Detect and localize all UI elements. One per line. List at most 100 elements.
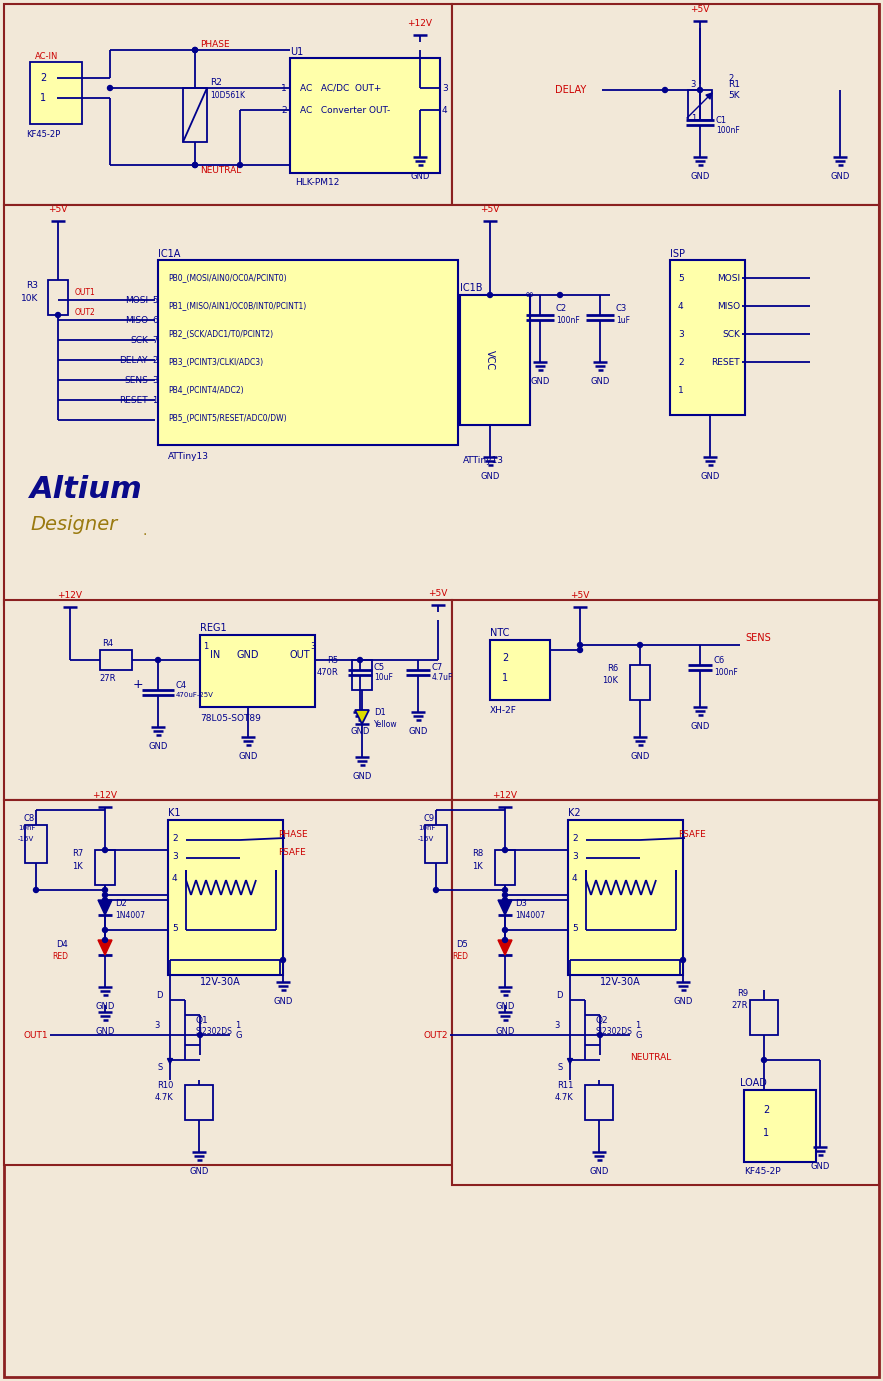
Text: +12V: +12V (57, 591, 82, 599)
Text: -16V: -16V (18, 836, 34, 842)
Text: PB1_(MISO/AIN1/OC0B/INT0/PCINT1): PB1_(MISO/AIN1/OC0B/INT0/PCINT1) (168, 301, 306, 311)
Text: IN: IN (210, 650, 220, 660)
Circle shape (681, 957, 685, 963)
Text: D: D (556, 990, 563, 1000)
Text: GND: GND (531, 377, 550, 387)
Text: 27R: 27R (731, 1000, 748, 1010)
Text: 1K: 1K (72, 862, 83, 870)
Text: GND: GND (589, 1167, 608, 1177)
Text: G: G (635, 1030, 642, 1040)
Text: 1: 1 (203, 642, 208, 650)
Text: GND: GND (495, 1003, 515, 1011)
Text: D2: D2 (115, 899, 127, 907)
Text: 1: 1 (635, 1021, 640, 1029)
Bar (185, 1085, 213, 1120)
Text: -16V: -16V (418, 836, 434, 842)
Text: 5K: 5K (728, 91, 740, 99)
Bar (4, 4, 452, 204)
Text: NEUTRAL: NEUTRAL (200, 166, 241, 174)
Text: SCK: SCK (130, 336, 148, 344)
Circle shape (502, 892, 508, 898)
Text: 5: 5 (172, 924, 177, 932)
Polygon shape (498, 940, 512, 956)
Bar (630, 666, 650, 700)
Text: PB3_(PCINT3/CLKI/ADC3): PB3_(PCINT3/CLKI/ADC3) (168, 358, 263, 366)
Text: 100nF: 100nF (716, 126, 740, 134)
Circle shape (502, 928, 508, 932)
Text: +5V: +5V (428, 590, 448, 598)
Circle shape (108, 86, 112, 91)
Text: R9: R9 (737, 989, 748, 997)
Text: 4.7K: 4.7K (155, 1094, 173, 1102)
Text: 3: 3 (442, 83, 448, 93)
Text: 100nF: 100nF (556, 315, 580, 325)
Bar (425, 824, 447, 863)
Text: C7: C7 (432, 663, 443, 671)
Text: 4: 4 (172, 874, 177, 882)
Text: 4.7uF: 4.7uF (432, 673, 453, 681)
Bar (490, 639, 550, 700)
Text: D5: D5 (457, 939, 468, 949)
Text: 3: 3 (152, 376, 157, 384)
Circle shape (281, 957, 285, 963)
Text: Yellow: Yellow (374, 720, 397, 729)
Text: ATTiny13: ATTiny13 (463, 456, 504, 464)
Text: DELAY: DELAY (555, 86, 586, 95)
Circle shape (102, 888, 108, 892)
Bar (750, 1000, 778, 1034)
Circle shape (56, 312, 61, 318)
Bar (4, 204, 879, 605)
Circle shape (487, 293, 493, 297)
Text: 10nF: 10nF (418, 824, 435, 831)
Text: 10K: 10K (20, 294, 38, 302)
Text: HLK-PM12: HLK-PM12 (295, 178, 339, 186)
Circle shape (192, 163, 198, 167)
Text: 3: 3 (172, 852, 177, 860)
Text: S: S (558, 1063, 563, 1073)
Text: 5: 5 (572, 924, 577, 932)
Circle shape (502, 848, 508, 852)
Circle shape (638, 642, 643, 648)
Text: 5: 5 (152, 296, 157, 304)
Text: D3: D3 (515, 899, 527, 907)
Text: GND: GND (189, 1167, 208, 1177)
Text: PHASE: PHASE (200, 40, 230, 48)
Text: GND: GND (700, 472, 720, 481)
Text: C3: C3 (616, 304, 627, 312)
Text: D1: D1 (374, 707, 386, 717)
Bar (460, 296, 530, 425)
Text: 4.7K: 4.7K (555, 1094, 573, 1102)
Text: .: . (142, 523, 147, 539)
Circle shape (102, 848, 108, 852)
Circle shape (577, 648, 583, 652)
Bar (100, 650, 132, 670)
Text: 27R: 27R (100, 674, 117, 682)
Text: AC   AC/DC  OUT+: AC AC/DC OUT+ (300, 83, 381, 93)
Text: PB5_(PCINT5/RESET/ADC0/DW): PB5_(PCINT5/RESET/ADC0/DW) (168, 413, 287, 423)
Bar (495, 849, 515, 885)
Text: OUT1: OUT1 (23, 1030, 48, 1040)
Circle shape (358, 657, 363, 663)
Text: 12V-30A: 12V-30A (200, 976, 240, 987)
Text: KF45-2P: KF45-2P (26, 130, 60, 139)
Bar (585, 1085, 613, 1120)
Text: REG1: REG1 (200, 623, 227, 632)
Text: AC   Converter OUT-: AC Converter OUT- (300, 105, 390, 115)
Text: ATTiny13: ATTiny13 (168, 452, 209, 460)
Text: GND: GND (495, 1027, 515, 1036)
Text: PB2_(SCK/ADC1/T0/PCINT2): PB2_(SCK/ADC1/T0/PCINT2) (168, 330, 273, 338)
Bar (48, 280, 68, 315)
Text: SENS: SENS (745, 632, 771, 644)
Text: 3: 3 (155, 1021, 160, 1029)
Text: IC1B: IC1B (460, 283, 482, 293)
Text: 1: 1 (678, 385, 683, 395)
Text: GND: GND (411, 173, 430, 181)
Text: 3: 3 (678, 330, 683, 338)
Text: OUT2: OUT2 (424, 1030, 448, 1040)
Bar (352, 660, 372, 690)
Text: GND: GND (274, 997, 292, 1005)
Circle shape (198, 1033, 202, 1037)
Text: +12V: +12V (93, 791, 117, 800)
Text: 10D561K: 10D561K (210, 91, 245, 99)
Text: 10uF: 10uF (374, 673, 393, 681)
